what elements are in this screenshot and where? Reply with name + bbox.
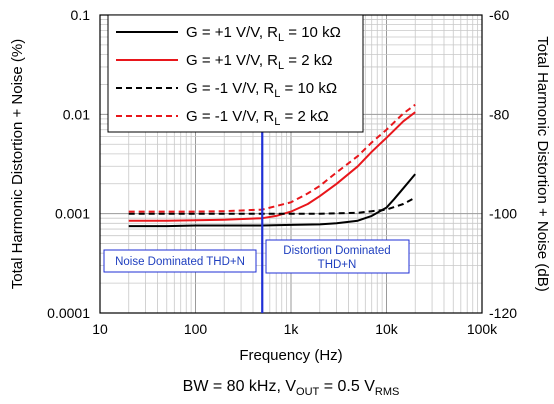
- y-right-tick-label: -120: [489, 305, 517, 321]
- y-right-tick-label: -100: [489, 206, 517, 222]
- legend-label-1: G = +1 V/V, RL = 10 kΩ: [186, 24, 341, 44]
- y-left-axis-title: Total Harmonic Distortion + Noise (%): [9, 39, 26, 290]
- distortion-dominated-label-line1: Distortion Dominated: [283, 245, 390, 257]
- x-tick-label: 100: [184, 321, 208, 337]
- x-tick-label: 10k: [375, 321, 399, 337]
- noise-dominated-box: Noise Dominated THD+N: [103, 249, 257, 273]
- distortion-dominated-box: Distortion Dominated THD+N: [265, 239, 410, 274]
- x-tick-label: 10: [92, 321, 108, 337]
- distortion-dominated-label-line2: THD+N: [318, 259, 357, 271]
- footer-conditions: BW = 80 kHz, VOUT = 0.5 VRMS: [183, 378, 400, 398]
- legend-label-3: G = -1 V/V, RL = 10 kΩ: [186, 80, 337, 100]
- y-left-tick-label: 0.01: [63, 106, 90, 122]
- legend-box: [107, 14, 364, 133]
- x-axis-title: Frequency (Hz): [239, 347, 342, 364]
- y-left-tick-label: 0.0001: [47, 305, 90, 321]
- series-line-2: [128, 111, 416, 222]
- legend-label-4: G = -1 V/V, RL = 2 kΩ: [186, 108, 329, 128]
- x-tick-label: 1k: [284, 321, 300, 337]
- y-left-tick-label: 0.001: [55, 206, 90, 222]
- x-tick-label: 100k: [467, 321, 498, 337]
- y-right-tick-label: -60: [489, 7, 509, 23]
- noise-dominated-label: Noise Dominated THD+N: [115, 256, 245, 268]
- y-right-axis-title: Total Harmonic Distortion + Noise (dB): [534, 36, 551, 292]
- x-tick-labels: 10 100 1k 10k 100k: [92, 321, 498, 337]
- series-line-1: [128, 173, 416, 228]
- series-line-4: [128, 103, 416, 213]
- y-left-tick-label: 0.1: [71, 7, 91, 23]
- series-line-3: [128, 196, 416, 215]
- y-right-tick-labels: -120 -100 -80 -60: [489, 7, 517, 321]
- y-right-tick-label: -80: [489, 106, 509, 122]
- y-left-tick-labels: 0.0001 0.001 0.01 0.1: [47, 7, 90, 321]
- legend: G = +1 V/V, RL = 10 kΩ G = +1 V/V, RL = 2…: [107, 14, 364, 133]
- legend-label-2: G = +1 V/V, RL = 2 kΩ: [186, 52, 332, 72]
- series-group: [128, 103, 416, 228]
